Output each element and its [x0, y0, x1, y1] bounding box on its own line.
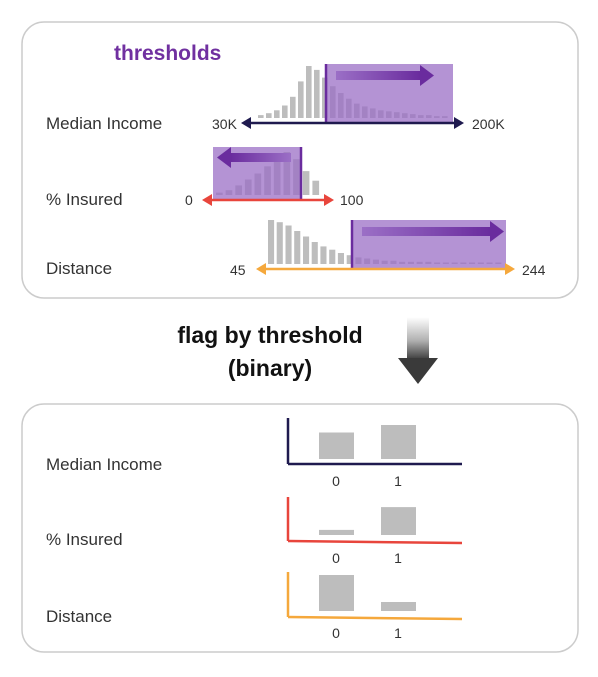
histogram-bar — [346, 255, 353, 264]
bottom-row-label-insured: % Insured — [46, 530, 123, 549]
binary-chart-distance: 0 1 — [286, 572, 463, 641]
median-income-tick-0: 0 — [332, 473, 340, 489]
median-income-axis-right-arrow-icon — [454, 117, 464, 129]
distance-bar-1 — [381, 602, 416, 611]
distance-tick-1: 1 — [394, 625, 402, 641]
distance-threshold: 45 244 — [230, 220, 546, 278]
histogram-bar — [290, 96, 296, 118]
histogram-bar — [303, 236, 310, 264]
insured-axis-right-arrow-icon — [324, 194, 334, 206]
distance-min-label: 45 — [230, 262, 246, 278]
histogram-bar — [298, 81, 304, 118]
histogram-bar — [311, 242, 318, 264]
histogram-bar — [306, 66, 312, 118]
median-income-direction-arrow-shaft — [336, 71, 420, 80]
distance-bar-0 — [319, 575, 354, 611]
histogram-bar — [314, 69, 320, 118]
histogram-bar — [312, 180, 320, 195]
insured-min-label: 0 — [185, 192, 193, 208]
histogram-bar — [285, 225, 292, 264]
insured-tick-0: 0 — [332, 550, 340, 566]
median-income-direction-arrow-icon — [420, 65, 434, 86]
transition-text-line2: (binary) — [228, 355, 312, 381]
panel-title: thresholds — [114, 42, 221, 65]
histogram-bar — [268, 220, 275, 264]
bottom-row-label-median-income: Median Income — [46, 455, 162, 474]
row-label-distance: Distance — [46, 259, 112, 278]
row-label-median-income: Median Income — [46, 114, 162, 133]
histogram-bar — [294, 231, 301, 264]
bottom-row-label-distance: Distance — [46, 607, 112, 626]
histogram-bar — [302, 171, 310, 195]
transition-text-line1: flag by threshold — [177, 322, 362, 348]
histogram-bar — [282, 105, 288, 118]
distance-max-label: 244 — [522, 262, 546, 278]
binary-chart-median-income: 0 1 — [286, 418, 462, 489]
histogram-bar — [320, 246, 327, 264]
insured-direction-arrow-icon — [217, 147, 231, 168]
insured-bar-1 — [381, 507, 416, 535]
down-arrow-icon — [398, 317, 438, 384]
insured-max-label: 100 — [340, 192, 364, 208]
distance-direction-arrow-icon — [490, 221, 504, 242]
median-income-bar-1 — [381, 425, 416, 459]
insured-bar-0 — [319, 529, 354, 535]
distance-direction-arrow-shaft — [362, 227, 490, 236]
distance-binary-x-axis — [287, 615, 463, 621]
distance-axis-left-arrow-icon — [256, 263, 266, 275]
median-income-min-label: 30K — [212, 116, 238, 132]
insured-direction-arrow-shaft — [231, 153, 291, 162]
insured-tick-1: 1 — [394, 550, 402, 566]
row-label-insured: % Insured — [46, 190, 123, 209]
median-income-tick-1: 1 — [394, 473, 402, 489]
histogram-bar — [266, 113, 272, 118]
median-income-max-label: 200K — [472, 116, 505, 132]
histogram-bar — [337, 253, 344, 264]
histogram-bar — [329, 249, 336, 264]
insured-binary-x-axis — [287, 539, 463, 545]
median-income-bar-0 — [319, 432, 354, 459]
distance-axis-right-arrow-icon — [505, 263, 515, 275]
insured-axis-left-arrow-icon — [202, 194, 212, 206]
histogram-bar — [258, 115, 264, 118]
bottom-panel — [21, 403, 579, 653]
insured-threshold: 0 100 — [185, 147, 364, 208]
histogram-bar — [276, 222, 283, 264]
binary-chart-insured: 0 1 — [286, 497, 463, 566]
median-income-axis-left-arrow-icon — [241, 117, 251, 129]
distance-tick-0: 0 — [332, 625, 340, 641]
median-income-threshold: 30K 200K — [212, 64, 505, 132]
histogram-bar — [274, 110, 280, 118]
